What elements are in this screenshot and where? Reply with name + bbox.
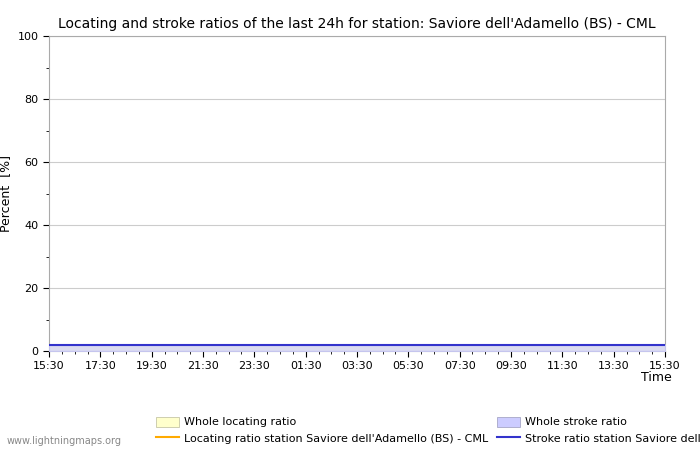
Legend: Whole locating ratio, Locating ratio station Saviore dell'Adamello (BS) - CML, W: Whole locating ratio, Locating ratio sta… (153, 413, 700, 447)
Text: www.lightningmaps.org: www.lightningmaps.org (7, 436, 122, 446)
Y-axis label: Percent  [%]: Percent [%] (0, 155, 12, 232)
Title: Locating and stroke ratios of the last 24h for station: Saviore dell'Adamello (B: Locating and stroke ratios of the last 2… (58, 17, 656, 31)
Text: Time: Time (641, 371, 672, 384)
